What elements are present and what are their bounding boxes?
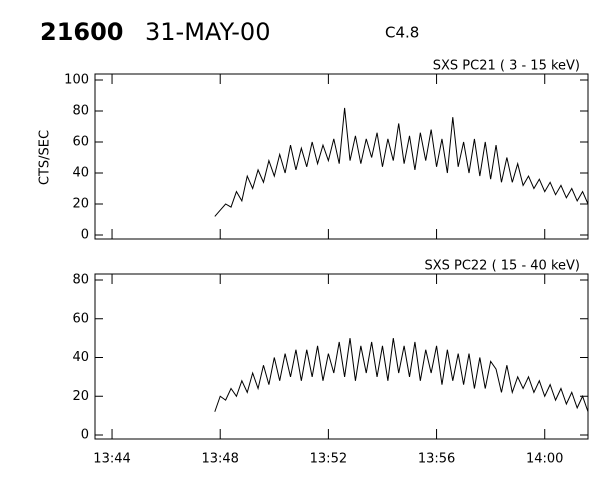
event-date: 31-MAY-00 [145,18,270,46]
data-line [214,107,589,217]
data-line [214,338,589,412]
plot-frame [94,273,589,440]
panel-title: SXS PC22 ( 15 - 40 keV) [424,259,580,274]
y-tick-label: 40 [72,350,89,365]
y-tick-label: 80 [72,104,89,119]
x-tick-label: 13:48 [201,452,238,467]
x-tick-label: 13:44 [93,452,130,467]
flare-class: C4.8 [385,24,419,42]
y-tick-label: 40 [72,166,89,181]
x-tick-label: 14:00 [526,452,563,467]
y-axis-label: CTS/SEC [38,130,53,185]
y-tick-label: 20 [72,197,89,212]
x-tick-label: 13:52 [310,452,347,467]
y-tick-label: 20 [72,389,89,404]
y-tick-label: 0 [81,228,89,243]
plot-frame [94,73,589,240]
y-tick-label: 80 [72,273,89,288]
y-tick-label: 0 [81,428,89,443]
panel-title: SXS PC21 ( 3 - 15 keV) [433,59,580,74]
event-id: 21600 [40,18,124,46]
y-tick-label: 100 [64,73,89,88]
y-tick-label: 60 [72,311,89,326]
y-tick-label: 60 [72,135,89,150]
x-tick-label: 13:56 [418,452,455,467]
